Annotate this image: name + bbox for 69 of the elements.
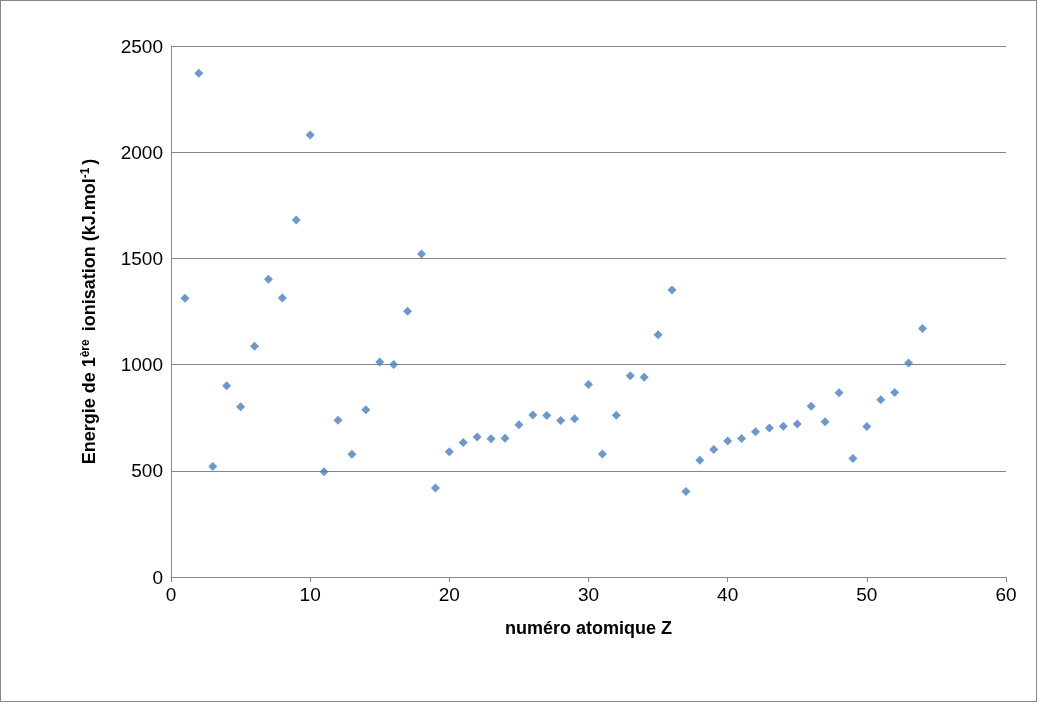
point [709, 445, 719, 455]
point [556, 415, 566, 425]
x-tick-label: 30 [577, 584, 600, 605]
point [208, 462, 218, 472]
y-tick-label: 500 [131, 460, 163, 482]
point [528, 410, 538, 420]
point [236, 402, 246, 412]
point [361, 405, 371, 415]
point [500, 433, 510, 443]
point [723, 436, 733, 446]
point [751, 427, 760, 437]
x-tick-label: 40 [717, 584, 739, 605]
point [347, 449, 357, 459]
point [570, 414, 580, 424]
point [514, 420, 524, 430]
point [319, 467, 329, 477]
point [584, 380, 593, 390]
y-tick-label: 2000 [120, 141, 163, 163]
point [430, 483, 440, 493]
point [806, 401, 816, 411]
point [834, 388, 844, 398]
point [764, 423, 774, 433]
point [792, 419, 802, 429]
point [597, 449, 607, 459]
point [277, 293, 287, 303]
point [625, 371, 635, 381]
point [639, 372, 649, 382]
y-axis-title: Energie de 1ère ionisation (kJ.mol-1) [78, 158, 99, 465]
x-tick-label: 20 [438, 584, 460, 605]
point [904, 358, 914, 368]
point [667, 285, 677, 295]
point [472, 432, 482, 442]
point [458, 438, 468, 448]
point [291, 215, 301, 225]
point [542, 411, 552, 421]
point [444, 447, 454, 457]
point [305, 130, 315, 140]
y-tick-label: 2500 [120, 35, 163, 57]
point [250, 341, 259, 351]
point [695, 455, 705, 465]
point [417, 249, 426, 259]
point [263, 274, 273, 284]
point [389, 360, 399, 370]
point [918, 323, 927, 333]
point [653, 330, 663, 340]
point [375, 357, 385, 367]
x-tick-label: 0 [165, 584, 177, 605]
point [778, 421, 788, 431]
point [486, 434, 496, 444]
point [403, 306, 413, 316]
point [194, 68, 204, 78]
point [611, 410, 621, 420]
x-tick-label: 60 [995, 584, 1017, 605]
point [820, 417, 830, 427]
point [681, 486, 691, 496]
x-tick-label: 10 [299, 584, 321, 605]
point [890, 387, 900, 397]
y-tick-label: 1000 [120, 354, 163, 376]
point [222, 381, 232, 391]
x-axis-title: numéro atomique Z [504, 618, 673, 638]
point [333, 415, 343, 425]
point [876, 395, 886, 405]
y-tick-label: 0 [152, 566, 163, 588]
point [848, 453, 858, 463]
point [180, 293, 190, 303]
y-tick-label: 1500 [120, 247, 163, 269]
x-tick-label: 50 [856, 584, 878, 605]
point [737, 434, 747, 444]
point [862, 421, 872, 431]
